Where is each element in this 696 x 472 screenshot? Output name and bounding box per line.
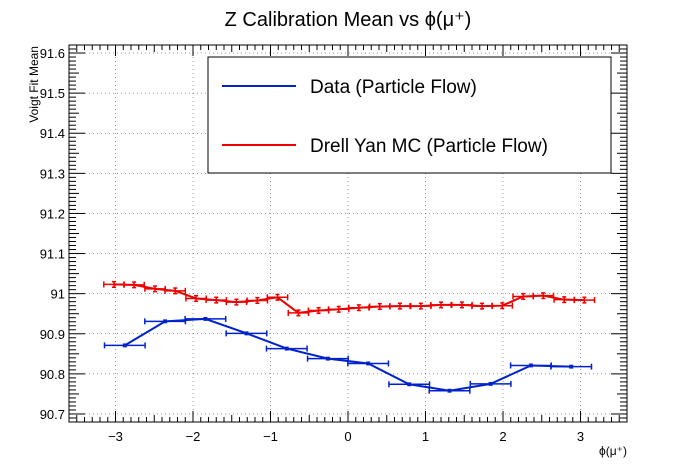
data-point bbox=[491, 302, 514, 310]
data-point bbox=[164, 287, 187, 295]
data-point bbox=[287, 309, 310, 317]
y-tick-label: 91.5 bbox=[40, 86, 65, 101]
legend-label-mc: Drell Yan MC (Particle Flow) bbox=[310, 136, 548, 157]
data-point bbox=[184, 315, 227, 322]
legend-label-data: Data (Particle Flow) bbox=[310, 77, 477, 98]
legend-box bbox=[207, 56, 612, 174]
data-point bbox=[103, 280, 125, 288]
data-point bbox=[469, 380, 512, 387]
x-tick-label: −2 bbox=[186, 429, 201, 444]
grid-lines bbox=[69, 45, 627, 422]
data-point bbox=[509, 362, 552, 369]
data-point bbox=[205, 296, 228, 304]
y-tick-label: 90.8 bbox=[40, 367, 65, 382]
x-tick-label: 0 bbox=[344, 429, 351, 444]
x-tick-label: 1 bbox=[422, 429, 429, 444]
data-point bbox=[430, 301, 452, 309]
y-tick-label: 91.4 bbox=[40, 126, 65, 141]
series-0 bbox=[103, 315, 593, 394]
chart-title: Z Calibration Mean vs ϕ(μ⁺) bbox=[225, 9, 472, 31]
y-tick-label: 91.6 bbox=[40, 46, 65, 61]
data-point bbox=[388, 381, 431, 388]
data-point bbox=[266, 293, 289, 301]
data-point bbox=[103, 342, 146, 349]
series-1 bbox=[103, 280, 596, 317]
y-tick-label: 91.1 bbox=[40, 247, 65, 262]
data-point bbox=[550, 363, 593, 370]
series-layer bbox=[103, 280, 596, 394]
x-axis-label: ϕ(μ⁺) bbox=[599, 444, 627, 458]
data-point bbox=[225, 298, 248, 306]
y-tick-label: 91.2 bbox=[40, 206, 65, 221]
data-point bbox=[307, 306, 330, 315]
legend: Data (Particle Flow) Drell Yan MC (Parti… bbox=[207, 56, 612, 174]
data-point bbox=[347, 360, 390, 367]
x-tick-label: −1 bbox=[263, 429, 278, 444]
x-tick-label: 3 bbox=[577, 429, 584, 444]
data-point bbox=[144, 285, 166, 293]
y-axis-label: Voigt Fit Mean bbox=[27, 46, 41, 123]
data-point bbox=[368, 302, 391, 311]
data-point bbox=[409, 302, 432, 310]
data-point bbox=[451, 301, 473, 309]
data-point bbox=[347, 304, 370, 312]
data-point bbox=[573, 296, 596, 304]
data-point bbox=[389, 302, 411, 310]
data-point bbox=[225, 330, 268, 337]
data-point bbox=[327, 305, 350, 313]
axis-ticks: −3 −2 −1 0 1 2 3 90.7 90.8 90.9 91 91.1 91.2 91.3 91.4… bbox=[40, 44, 627, 444]
y-tick-label: 91 bbox=[51, 287, 65, 302]
data-point bbox=[144, 318, 187, 325]
data-point bbox=[428, 387, 471, 394]
data-point bbox=[265, 345, 308, 352]
x-tick-label: 2 bbox=[499, 429, 506, 444]
x-tick-label: −3 bbox=[108, 429, 123, 444]
data-point bbox=[471, 302, 493, 310]
y-tick-label: 90.7 bbox=[40, 407, 65, 422]
y-tick-label: 90.9 bbox=[40, 327, 65, 342]
y-tick-label: 91.3 bbox=[40, 166, 65, 181]
